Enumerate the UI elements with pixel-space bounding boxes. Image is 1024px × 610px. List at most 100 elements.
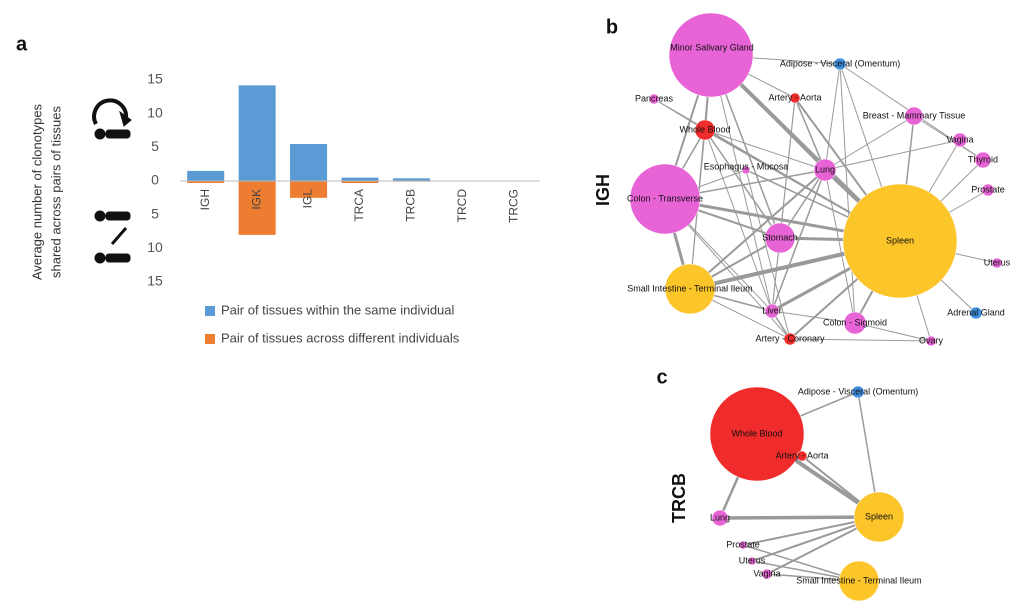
bar bbox=[341, 177, 379, 181]
node-label: Uterus bbox=[984, 257, 1011, 267]
network: c TRCB Adipose - Visceral (Omentum) Whole B… bbox=[656, 366, 922, 602]
node-label: Whole Blood bbox=[679, 124, 730, 134]
edge bbox=[824, 169, 856, 324]
legend-swatch bbox=[205, 306, 215, 316]
bar bbox=[238, 181, 276, 235]
node bbox=[709, 386, 805, 482]
node bbox=[648, 93, 660, 105]
edge bbox=[689, 169, 826, 290]
edge bbox=[771, 97, 796, 312]
panel-label: b bbox=[606, 16, 618, 38]
edge bbox=[824, 115, 915, 171]
network-title: TRCB bbox=[669, 473, 689, 523]
bar-chart: 15 10 5 0 5 10 15 IGH IGK IGL TRCA TRCB TRCD TRCG Pair… bbox=[147, 71, 540, 345]
node bbox=[761, 568, 773, 580]
within-icon bbox=[92, 98, 132, 140]
across-icon bbox=[94, 210, 131, 264]
node bbox=[981, 183, 995, 197]
x-tick-label: TRCG bbox=[506, 189, 520, 223]
y-tick-label: 15 bbox=[147, 273, 163, 289]
node-label: Liver bbox=[762, 305, 782, 315]
x-tick-label: IGL bbox=[301, 189, 315, 209]
node-label: Uterus bbox=[739, 555, 766, 565]
node bbox=[711, 509, 729, 527]
edge bbox=[913, 115, 984, 161]
edge bbox=[824, 63, 841, 171]
node-label: Adipose - Visceral (Omentum) bbox=[798, 386, 918, 396]
node-label: Small Intestine - Terminal Ileum bbox=[627, 283, 752, 293]
node-label: Lung bbox=[815, 164, 835, 174]
edge bbox=[771, 169, 826, 312]
node-label: Whole Blood bbox=[731, 428, 782, 438]
node bbox=[789, 92, 801, 104]
x-tick-label: TRCA bbox=[352, 189, 366, 222]
bar bbox=[290, 181, 328, 198]
node bbox=[853, 491, 905, 543]
y-axis-label: shared across pairs of tissues bbox=[48, 106, 63, 278]
node-label: Thyroid bbox=[968, 154, 998, 164]
network: b IGH Minor Salivary Gland Adipose - Viscer… bbox=[593, 12, 1011, 347]
node bbox=[813, 158, 837, 182]
y-tick-label: 0 bbox=[151, 172, 159, 188]
node-label: Lung bbox=[710, 512, 730, 522]
node bbox=[851, 385, 865, 399]
node-label: Vagina bbox=[753, 568, 780, 578]
x-tick-label: IGH bbox=[198, 189, 212, 210]
node bbox=[694, 119, 716, 141]
node bbox=[904, 106, 924, 126]
bar bbox=[238, 85, 276, 181]
y-tick-label: 5 bbox=[151, 138, 159, 154]
node bbox=[991, 257, 1003, 269]
node bbox=[843, 311, 867, 335]
bar bbox=[187, 170, 225, 181]
x-tick-label: TRCD bbox=[455, 189, 469, 223]
node bbox=[741, 165, 751, 175]
node-label: Vagina bbox=[946, 134, 973, 144]
y-tick-label: 15 bbox=[147, 71, 163, 87]
legend-swatch bbox=[205, 334, 215, 344]
node-label: Adrenal Gland bbox=[947, 307, 1005, 317]
node-label: Prostate bbox=[971, 184, 1005, 194]
node bbox=[764, 303, 780, 319]
node-label: Colon - Sigmoid bbox=[823, 317, 887, 327]
node-label: Pancreas bbox=[635, 93, 674, 103]
node-label: Stomach bbox=[762, 232, 798, 242]
node bbox=[629, 163, 701, 235]
edge bbox=[704, 129, 781, 239]
x-tick-label: TRCB bbox=[404, 189, 418, 222]
node bbox=[668, 12, 754, 98]
node bbox=[925, 335, 937, 347]
y-tick-label: 5 bbox=[151, 205, 159, 221]
node-label: Artery - Coronary bbox=[755, 333, 825, 343]
edge bbox=[704, 129, 826, 171]
network-title: IGH bbox=[593, 174, 613, 206]
edge bbox=[745, 169, 791, 340]
edge bbox=[824, 139, 961, 171]
bar bbox=[341, 181, 379, 184]
node bbox=[833, 57, 847, 71]
node-label: Spleen bbox=[865, 511, 893, 521]
panel-label: c bbox=[656, 366, 667, 388]
edge bbox=[704, 129, 773, 312]
edge bbox=[789, 338, 932, 342]
node bbox=[664, 263, 716, 315]
bar bbox=[290, 143, 328, 181]
node-label: Artery - Aorta bbox=[768, 92, 821, 102]
y-tick-label: 10 bbox=[147, 104, 163, 120]
node-label: Artery - Aorta bbox=[775, 450, 828, 460]
panel-label: a bbox=[16, 33, 28, 55]
node-label: Breast - Mammary Tissue bbox=[863, 110, 966, 120]
edge bbox=[771, 310, 856, 324]
legend-label: Pair of tissues within the same individu… bbox=[221, 302, 455, 317]
node-label: Ovary bbox=[919, 335, 944, 345]
bar bbox=[392, 178, 430, 181]
node-label: Adipose - Visceral (Omentum) bbox=[780, 58, 900, 68]
node bbox=[747, 556, 757, 566]
node bbox=[764, 222, 796, 254]
y-axis-label: Average number of clonotypes bbox=[29, 103, 44, 280]
node-label: Colon - Transverse bbox=[627, 193, 703, 203]
node bbox=[783, 332, 797, 346]
legend-label: Pair of tissues across different individ… bbox=[221, 330, 460, 345]
node-label: Esophagus - Mucosa bbox=[704, 161, 789, 171]
